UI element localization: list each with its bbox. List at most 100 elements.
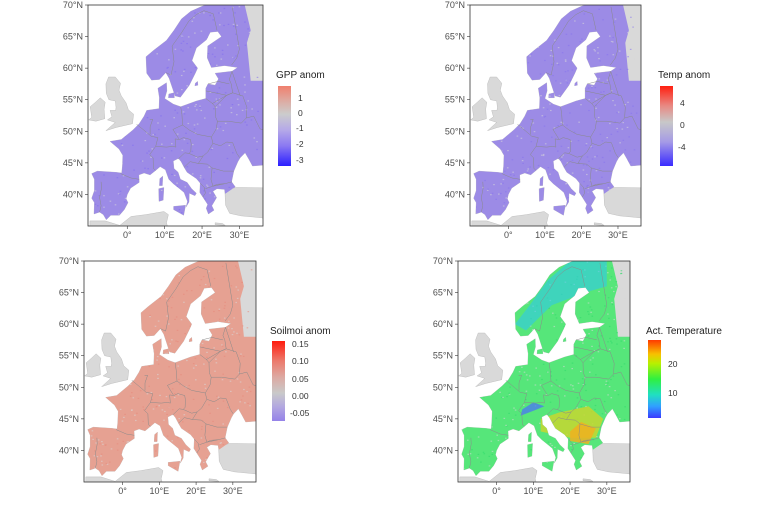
data-cell xyxy=(176,182,178,184)
data-cell xyxy=(563,326,566,328)
data-cell xyxy=(200,428,203,430)
lat-tick-label: 45°N xyxy=(433,414,453,424)
land-polygon xyxy=(458,353,476,378)
legend-tick: 0.15 xyxy=(292,339,309,349)
data-cell xyxy=(502,205,505,207)
data-cell xyxy=(591,85,593,87)
data-cell xyxy=(566,162,569,164)
map-layer xyxy=(84,261,256,482)
data-cell xyxy=(490,194,492,196)
data-cell xyxy=(150,391,153,394)
lat-tick-label: 40°N xyxy=(433,445,453,455)
country-border xyxy=(225,327,234,352)
data-cell xyxy=(230,285,233,287)
data-cell xyxy=(558,385,561,387)
data-cell xyxy=(240,399,243,401)
data-cell xyxy=(610,397,613,399)
land-polygon xyxy=(89,211,169,226)
lat-tick-label: 40°N xyxy=(445,189,465,199)
data-cell xyxy=(186,166,189,168)
data-cell xyxy=(621,288,624,290)
country-border xyxy=(150,393,186,404)
data-cell xyxy=(596,436,598,438)
country-border xyxy=(120,173,140,180)
data-cell xyxy=(616,343,618,345)
country-border xyxy=(563,155,583,168)
data-cell xyxy=(224,305,226,307)
legend-title: GPP anom xyxy=(276,70,325,81)
data-cell xyxy=(611,301,613,304)
data-cell xyxy=(230,112,233,114)
data-cell xyxy=(493,184,495,186)
data-cell xyxy=(496,434,498,436)
data-cell xyxy=(505,437,507,439)
data-cell xyxy=(232,152,234,154)
data-cell xyxy=(235,55,237,57)
data-cell xyxy=(586,191,589,193)
data-cell xyxy=(607,184,610,186)
data-cell xyxy=(571,448,573,451)
data-cell xyxy=(206,457,208,459)
data-cell xyxy=(98,195,101,197)
lon-tick-label: 0° xyxy=(123,230,132,240)
country-border xyxy=(610,6,619,66)
data-cell xyxy=(529,325,532,327)
data-cell xyxy=(572,388,575,390)
data-cell xyxy=(171,296,174,298)
data-cell xyxy=(604,412,607,414)
data-cell xyxy=(216,64,218,66)
data-cell xyxy=(193,128,196,130)
data-cell xyxy=(206,356,208,358)
data-cell xyxy=(580,104,582,106)
data-cell xyxy=(242,355,245,357)
lat-tick-label: 45°N xyxy=(445,158,465,168)
data-cell xyxy=(555,339,558,341)
colorbar xyxy=(648,340,661,418)
data-cell xyxy=(633,149,636,151)
country-border xyxy=(136,124,159,171)
data-cell xyxy=(183,68,186,70)
data-cell xyxy=(467,453,469,455)
data-cell xyxy=(235,33,237,35)
data-cell xyxy=(574,20,576,22)
country-border xyxy=(587,81,609,85)
data-cell xyxy=(146,117,149,119)
data-cell xyxy=(233,317,235,319)
data-cell xyxy=(491,450,494,452)
data-cell xyxy=(161,409,164,411)
data-cell xyxy=(483,396,485,398)
data-cell xyxy=(629,48,632,50)
data-cell xyxy=(233,331,235,333)
data-cell xyxy=(611,303,614,306)
data-cell xyxy=(558,94,561,97)
data-cell xyxy=(183,70,185,72)
data-cell xyxy=(590,311,592,313)
data-cell xyxy=(164,352,167,355)
country-border xyxy=(556,399,582,414)
data-cell xyxy=(155,406,158,408)
data-cell xyxy=(240,353,242,355)
data-cell xyxy=(471,449,473,451)
data-cell xyxy=(179,383,181,385)
data-cell xyxy=(588,109,590,112)
data-cell xyxy=(584,384,587,386)
data-cell xyxy=(226,406,229,409)
data-cell xyxy=(218,12,220,14)
data-cell xyxy=(622,139,625,141)
data-cell xyxy=(223,24,225,27)
data-cell xyxy=(610,340,612,342)
data-cell xyxy=(156,356,159,358)
data-cell xyxy=(154,325,157,327)
data-cell xyxy=(140,160,143,162)
data-cell xyxy=(620,340,623,342)
data-cell xyxy=(615,281,618,283)
data-cell xyxy=(122,175,125,177)
data-cell xyxy=(254,15,256,17)
data-cell xyxy=(223,317,226,319)
data-cell xyxy=(183,139,186,141)
data-cell xyxy=(246,327,249,329)
data-cell xyxy=(123,201,126,203)
data-cell xyxy=(186,359,188,362)
data-cell xyxy=(241,109,244,111)
country-border xyxy=(546,408,558,416)
